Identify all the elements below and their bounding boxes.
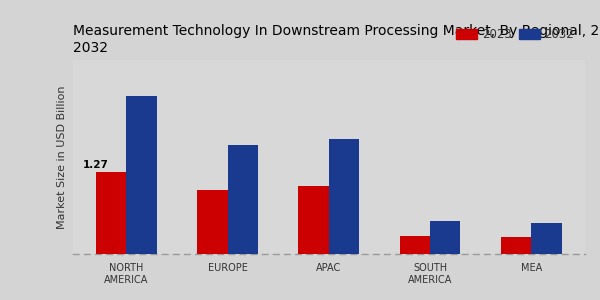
Bar	[532, 223, 562, 254]
Text: Measurement Technology In Downstream Processing Market, By Regional, 202
2032: Measurement Technology In Downstream Pro…	[73, 24, 600, 55]
Bar	[126, 96, 157, 254]
Bar	[197, 190, 227, 254]
Bar	[298, 186, 329, 254]
Bar	[96, 172, 126, 254]
Bar	[329, 139, 359, 254]
Text: 1.27: 1.27	[83, 160, 109, 170]
Bar	[400, 236, 430, 254]
Bar	[227, 146, 258, 254]
Bar	[501, 237, 532, 254]
Y-axis label: Market Size in USD Billion: Market Size in USD Billion	[57, 85, 67, 229]
Bar	[430, 221, 460, 254]
Legend: 2023, 2032: 2023, 2032	[451, 23, 579, 46]
